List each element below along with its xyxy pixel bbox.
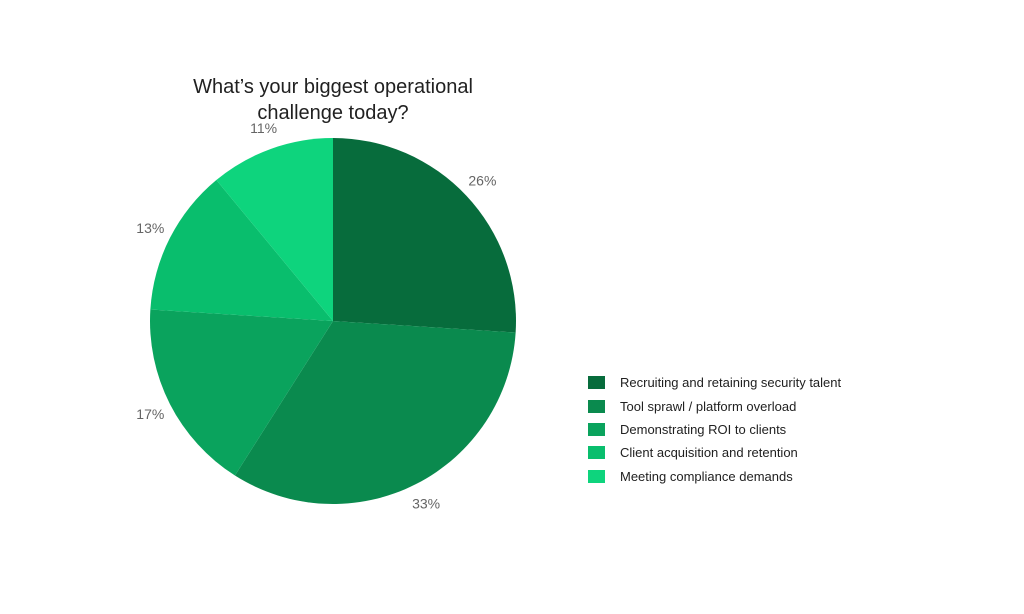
- legend-item-meeting-compliance[interactable]: Meeting compliance demands: [588, 465, 841, 488]
- legend-swatch-icon: [588, 376, 605, 390]
- legend-item-tool-sprawl[interactable]: Tool sprawl / platform overload: [588, 394, 841, 417]
- slice-label-3: 13%: [136, 220, 164, 236]
- legend-label: Recruiting and retaining security talent: [620, 375, 842, 391]
- pie-slice-0[interactable]: [333, 138, 517, 333]
- slice-label-2: 17%: [136, 406, 164, 422]
- slice-label-0: 26%: [468, 173, 496, 189]
- legend: Recruiting and retaining security talent…: [588, 371, 841, 488]
- slice-label-1: 33%: [412, 496, 440, 512]
- legend-item-demonstrating-roi[interactable]: Demonstrating ROI to clients: [588, 418, 841, 441]
- legend-item-recruiting-talent[interactable]: Recruiting and retaining security talent: [588, 371, 841, 394]
- pie-slice-1[interactable]: [234, 321, 516, 505]
- pie-slice-4[interactable]: [216, 138, 333, 321]
- legend-swatch-icon: [588, 422, 605, 436]
- legend-label: Tool sprawl / platform overload: [620, 398, 797, 414]
- legend-label: Meeting compliance demands: [620, 468, 793, 484]
- legend-item-client-acquisition[interactable]: Client acquisition and retention: [588, 441, 841, 464]
- legend-swatch-icon: [588, 469, 605, 483]
- pie-slice-2[interactable]: [149, 309, 333, 476]
- legend-label: Demonstrating ROI to clients: [620, 421, 787, 437]
- legend-swatch-icon: [588, 399, 605, 413]
- legend-swatch-icon: [588, 446, 605, 460]
- pie-slice-3[interactable]: [150, 180, 333, 321]
- chart-title: What’s your biggest operational challeng…: [193, 76, 473, 124]
- slice-label-4: 11%: [250, 120, 277, 136]
- legend-label: Client acquisition and retention: [620, 445, 798, 461]
